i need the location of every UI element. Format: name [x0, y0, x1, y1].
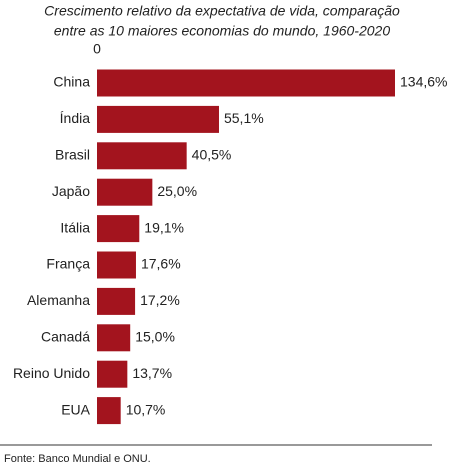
y-tick-label: França	[46, 256, 90, 272]
value-label: 19,1%	[144, 219, 184, 235]
value-label: 17,2%	[140, 292, 180, 308]
bar	[97, 69, 395, 97]
y-tick-label: Reino Unido	[13, 365, 90, 381]
y-tick-label: Canadá	[41, 329, 90, 345]
value-label: 134,6%	[400, 74, 447, 90]
y-tick-label: China	[53, 74, 90, 90]
x-tick-label: 0	[93, 41, 101, 57]
bar	[97, 215, 140, 243]
value-label: 15,0%	[135, 329, 175, 345]
chart-title: Crescimento relativo da expectativa de v…	[44, 3, 400, 19]
bar	[97, 287, 136, 315]
value-label: 25,0%	[157, 183, 197, 199]
y-tick-label: EUA	[61, 401, 90, 417]
bar	[97, 142, 187, 170]
bar	[97, 324, 131, 352]
bar	[97, 178, 153, 206]
bar	[97, 105, 219, 133]
chart-title: entre as 10 maiores economias do mundo, …	[54, 23, 390, 39]
value-label: 10,7%	[126, 401, 166, 417]
y-tick-label: Índia	[60, 110, 91, 126]
bar	[97, 251, 136, 279]
value-label: 13,7%	[132, 365, 172, 381]
bar	[97, 397, 121, 425]
y-tick-label: Japão	[52, 183, 90, 199]
y-tick-label: Alemanha	[27, 292, 90, 308]
bar	[97, 360, 128, 388]
y-tick-label: Brasil	[55, 147, 90, 163]
value-label: 55,1%	[224, 110, 264, 126]
value-label: 17,6%	[141, 256, 181, 272]
y-tick-label: Itália	[60, 219, 90, 235]
value-label: 40,5%	[192, 147, 232, 163]
source: Fonte: Banco Mundial e ONU.	[4, 453, 151, 465]
